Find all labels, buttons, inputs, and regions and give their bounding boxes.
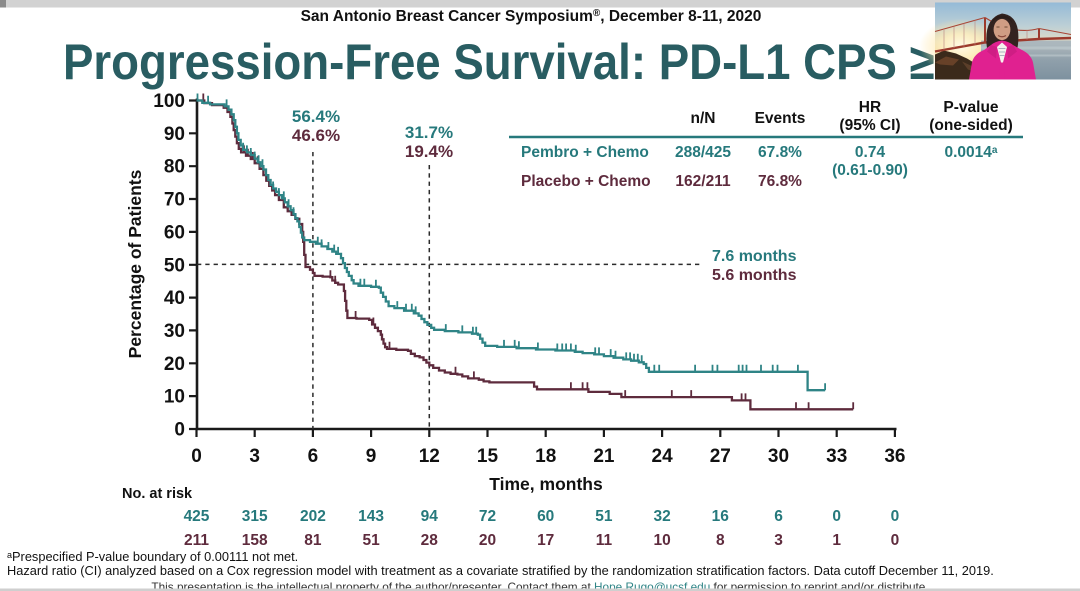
svg-text:20: 20 [479, 532, 496, 549]
svg-text:60: 60 [537, 508, 554, 525]
svg-text:3: 3 [249, 446, 260, 467]
svg-text:94: 94 [421, 508, 439, 525]
svg-text:32: 32 [653, 508, 670, 525]
svg-text:28: 28 [421, 532, 439, 549]
svg-text:80: 80 [164, 157, 185, 178]
svg-text:(one-sided): (one-sided) [929, 117, 1013, 134]
svg-text:70: 70 [164, 190, 185, 211]
svg-text:27: 27 [710, 446, 731, 467]
svg-text:51: 51 [595, 508, 613, 525]
svg-text:9: 9 [366, 446, 377, 467]
svg-text:n/N: n/N [691, 110, 716, 127]
svg-text:21: 21 [593, 446, 615, 467]
svg-text:Pembro + Chemo: Pembro + Chemo [521, 144, 649, 161]
svg-text:0: 0 [891, 508, 900, 525]
svg-text:Hazard ratio (CI) analyzed bas: Hazard ratio (CI) analyzed based on a Co… [7, 563, 994, 578]
svg-text:72: 72 [479, 508, 496, 525]
svg-text:16: 16 [712, 508, 730, 525]
svg-text:12: 12 [419, 446, 440, 467]
svg-text:162/211: 162/211 [675, 173, 731, 190]
svg-text:15: 15 [477, 446, 499, 467]
svg-text:This presentation is the intel: This presentation is the intellectual pr… [151, 580, 928, 591]
svg-text:8: 8 [716, 532, 725, 549]
svg-text:Placebo + Chemo: Placebo + Chemo [521, 173, 651, 190]
svg-text:(95% CI): (95% CI) [839, 117, 900, 134]
svg-text:aPrespecified P-value boundary: aPrespecified P-value boundary of 0.0011… [7, 549, 298, 564]
svg-text:19.4%: 19.4% [405, 142, 453, 161]
svg-text:San Antonio Breast Cancer Symp: San Antonio Breast Cancer Symposium®, De… [301, 8, 762, 25]
svg-text:50: 50 [164, 255, 185, 276]
svg-text:10: 10 [164, 387, 185, 408]
svg-text:315: 315 [242, 508, 268, 525]
svg-text:No. at risk: No. at risk [122, 486, 193, 502]
svg-text:60: 60 [164, 222, 185, 243]
svg-text:6: 6 [308, 446, 319, 467]
svg-text:76.8%: 76.8% [758, 173, 802, 190]
svg-text:202: 202 [300, 508, 326, 525]
svg-text:81: 81 [304, 532, 322, 549]
svg-text:0: 0 [891, 532, 900, 549]
svg-text:67.8%: 67.8% [758, 144, 802, 161]
svg-text:Percentage of Patients: Percentage of Patients [125, 169, 145, 358]
svg-text:Time, months: Time, months [489, 474, 603, 494]
svg-text:158: 158 [242, 532, 268, 549]
svg-text:20: 20 [164, 354, 185, 375]
svg-text:P-value: P-value [943, 99, 999, 116]
svg-text:211: 211 [184, 532, 209, 549]
svg-text:30: 30 [768, 446, 789, 467]
svg-text:(0.61-0.90): (0.61-0.90) [832, 162, 908, 179]
svg-text:0.74: 0.74 [855, 144, 886, 161]
svg-text:90: 90 [164, 124, 185, 145]
svg-text:0: 0 [174, 420, 185, 441]
svg-text:17: 17 [537, 532, 554, 549]
svg-text:56.4%: 56.4% [292, 107, 340, 126]
svg-text:24: 24 [652, 446, 674, 467]
svg-text:100: 100 [153, 91, 185, 112]
svg-text:10: 10 [653, 532, 670, 549]
svg-text:3: 3 [774, 532, 783, 549]
svg-text:143: 143 [358, 508, 384, 525]
svg-text:33: 33 [826, 446, 847, 467]
svg-text:0: 0 [191, 446, 202, 467]
svg-text:40: 40 [164, 288, 185, 309]
svg-text:Events: Events [755, 110, 806, 127]
svg-text:0.0014a: 0.0014a [945, 144, 998, 161]
svg-text:46.6%: 46.6% [292, 126, 340, 145]
svg-text:36: 36 [884, 446, 905, 467]
svg-text:1: 1 [832, 532, 841, 549]
svg-text:HR: HR [859, 99, 881, 116]
svg-text:18: 18 [535, 446, 556, 467]
svg-text:288/425: 288/425 [675, 144, 731, 161]
svg-text:11: 11 [596, 532, 613, 549]
svg-text:Progression-Free Survival: PD-: Progression-Free Survival: PD-L1 CPS ≥ [63, 34, 935, 91]
svg-text:7.6 months: 7.6 months [712, 248, 797, 265]
svg-text:51: 51 [362, 532, 380, 549]
svg-text:31.7%: 31.7% [405, 123, 453, 142]
svg-text:0: 0 [832, 508, 841, 525]
svg-text:6: 6 [774, 508, 783, 525]
svg-text:5.6 months: 5.6 months [712, 267, 797, 284]
svg-text:30: 30 [164, 321, 185, 342]
svg-text:425: 425 [184, 508, 210, 525]
